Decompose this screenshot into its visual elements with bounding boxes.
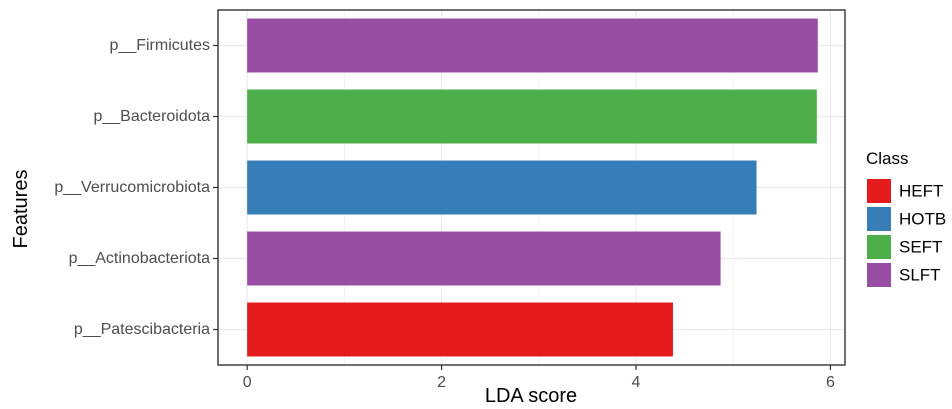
legend-label-slft: SLFT bbox=[899, 266, 941, 285]
bar-p-bacteroidota bbox=[247, 89, 817, 144]
bar-p-verrucomicrobiota bbox=[247, 160, 757, 215]
legend-title: Class bbox=[866, 149, 909, 168]
y-tick-label: p__Verrucomicrobiota bbox=[54, 179, 210, 196]
legend-label-hotb: HOTB bbox=[899, 210, 946, 229]
legend-swatch-heft bbox=[867, 179, 891, 203]
legend-label-seft: SEFT bbox=[899, 238, 942, 257]
y-tick-label: p__Firmicutes bbox=[110, 37, 210, 54]
x-tick-label: 0 bbox=[243, 374, 252, 391]
legend-swatch-hotb bbox=[867, 207, 891, 231]
x-tick-label: 2 bbox=[437, 374, 446, 391]
y-axis-ticks: p__Firmicutes p__Bacteroidota p__Verrucomi… bbox=[54, 37, 218, 338]
legend-swatch-slft bbox=[867, 263, 891, 287]
x-axis-ticks: 0 2 4 6 bbox=[243, 365, 835, 391]
y-axis-title: Features bbox=[10, 170, 32, 249]
bars-group bbox=[247, 18, 818, 357]
y-tick-label: p__Patescibacteria bbox=[74, 321, 210, 338]
x-tick-label: 4 bbox=[632, 374, 641, 391]
legend: Class HEFT HOTB SEFT SLFT bbox=[866, 149, 946, 287]
bar-p-firmicutes bbox=[247, 18, 818, 73]
bar-p-actinobacteriota bbox=[247, 231, 721, 286]
x-tick-label: 6 bbox=[826, 374, 835, 391]
y-tick-label: p__Bacteroidota bbox=[93, 108, 210, 125]
x-axis-title: LDA score bbox=[485, 385, 577, 407]
bar-p-patescibacteria bbox=[247, 302, 673, 357]
y-tick-label: p__Actinobacteriota bbox=[69, 250, 211, 267]
legend-swatch-seft bbox=[867, 235, 891, 259]
legend-label-heft: HEFT bbox=[899, 182, 943, 201]
